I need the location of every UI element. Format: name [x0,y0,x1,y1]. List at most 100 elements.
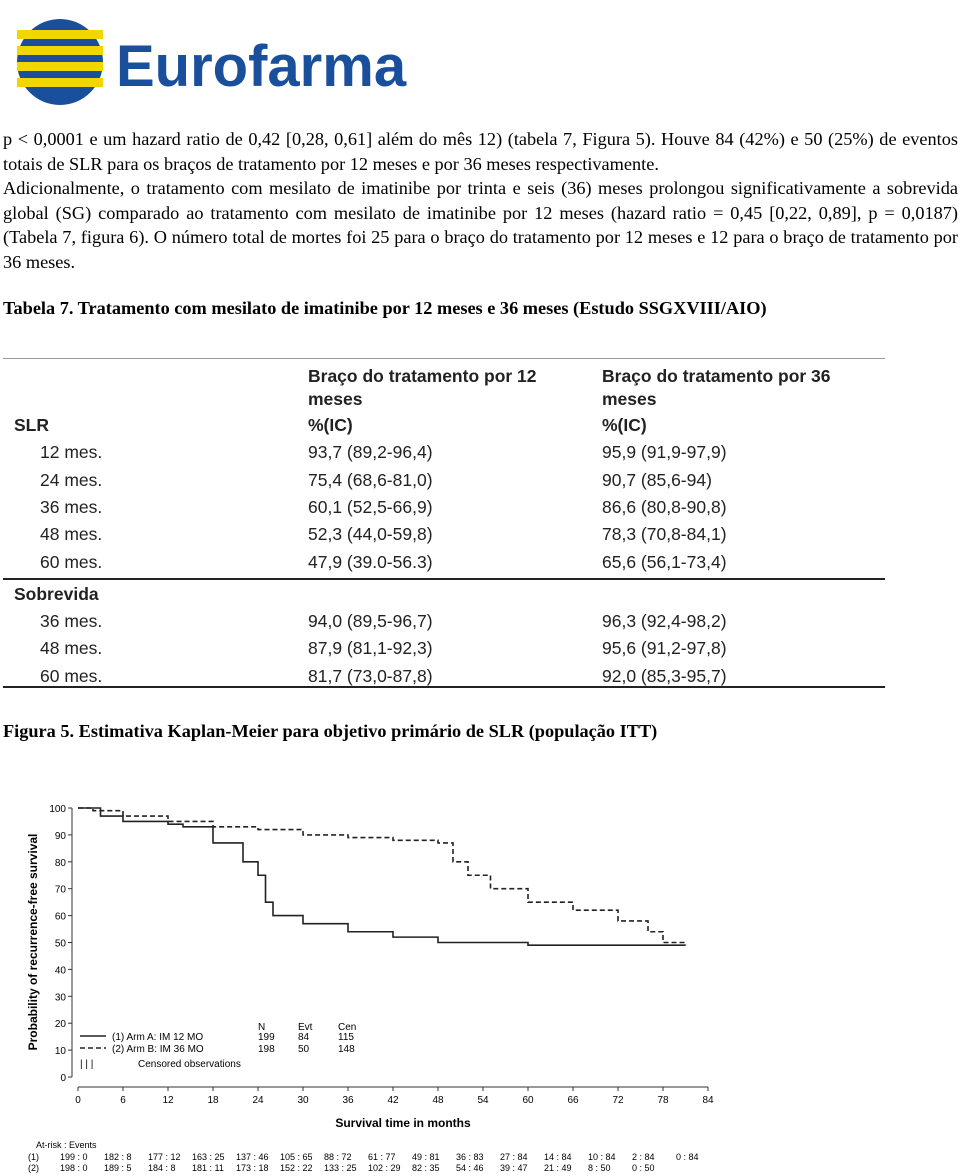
legend-header: Cen [338,1022,356,1033]
x-tick-label: 54 [477,1095,489,1106]
legend-value: 199 [258,1032,275,1043]
x-tick-label: 6 [120,1095,126,1106]
at-risk-entry: 198 : 0 [60,1163,88,1173]
table-cell: 78,3 (70,8-84,1) [602,524,727,545]
table-cell: 93,7 (89,2-96,4) [308,442,433,463]
legend-label: (2) Arm B: IM 36 MO [112,1044,204,1055]
at-risk-entry: 137 : 46 [236,1152,269,1162]
x-tick-label: 42 [387,1095,399,1106]
logo-stripe [17,30,103,39]
at-risk-entry: 36 : 83 [456,1152,484,1162]
row-label: 48 mes. [40,524,103,545]
at-risk-entry: 8 : 50 [588,1163,611,1173]
y-tick-label: 30 [55,992,67,1003]
at-risk-entry: 21 : 49 [544,1163,572,1173]
figure-caption: Figura 5. Estimativa Kaplan-Meier para o… [3,721,658,741]
at-risk-entry: 49 : 81 [412,1152,440,1162]
y-tick-label: 50 [55,939,67,950]
table-rule [3,686,885,688]
at-risk-entry: 54 : 46 [456,1163,484,1173]
y-tick-label: 70 [55,885,67,896]
section-label: SLR [14,415,49,435]
y-tick-label: 90 [55,831,67,842]
x-tick-label: 60 [522,1095,534,1106]
at-risk-entry: 0 : 50 [632,1163,655,1173]
x-tick-label: 72 [612,1095,624,1106]
at-risk-entry: 189 : 5 [104,1163,132,1173]
legend-label: (1) Arm A: IM 12 MO [112,1032,203,1043]
x-tick-label: 12 [162,1095,174,1106]
legend-value: 148 [338,1044,355,1055]
x-tick-label: 78 [657,1095,669,1106]
logo-stripe [17,78,103,87]
logo-stripe [17,62,103,71]
at-risk-entry: 88 : 72 [324,1152,352,1162]
at-risk-entry: 82 : 35 [412,1163,440,1173]
at-risk-entry: 181 : 11 [192,1163,224,1173]
x-tick-label: 36 [342,1095,354,1106]
row-label: 36 mes. [40,611,103,632]
x-tick-label: 30 [297,1095,309,1106]
paragraph: p < 0,0001 e um hazard ratio de 0,42 [0,… [3,129,958,174]
table-cell: 75,4 (68,6-81,0) [308,469,433,490]
at-risk-entry: 163 : 25 [192,1152,225,1162]
at-risk-entry: 39 : 47 [500,1163,528,1173]
at-risk-entry: 14 : 84 [544,1152,572,1162]
at-risk-label: (2) [28,1163,39,1173]
at-risk-entry: 173 : 18 [236,1163,269,1173]
x-tick-label: 18 [207,1095,219,1106]
x-tick-label: 48 [432,1095,444,1106]
table-cell: 94,0 (89,5-96,7) [308,611,433,632]
at-risk-entry: 199 : 0 [60,1152,88,1162]
paragraph: Adicionalmente, o tratamento com mesilat… [3,178,958,272]
row-label: 60 mes. [40,665,103,686]
table-rule [3,358,885,359]
table-cell: 60,1 (52,5-66,9) [308,496,433,517]
table-cell: 52,3 (44,0-59,8) [308,524,433,545]
table-cell: 96,3 (92,4-98,2) [602,611,727,632]
column-header: Braço do tratamento por 36 meses [602,366,831,409]
y-tick-label: 0 [60,1073,66,1084]
at-risk-title: At-risk : Events [36,1140,97,1150]
logo: Eurofarma [17,19,407,105]
y-tick-label: 80 [55,858,67,869]
x-axis-label: Survival time in months [335,1116,471,1130]
x-tick-label: 84 [702,1095,714,1106]
y-axis-label: Probability of recurrence-free survival [26,834,40,1051]
row-label: 24 mes. [40,469,103,490]
legend-header: Evt [298,1022,313,1033]
km-curve [78,807,686,946]
row-label: 12 mes. [40,442,103,463]
at-risk-entry: 105 : 65 [280,1152,313,1162]
row-label: 48 mes. [40,638,103,659]
legend-censored-marks: | | | [80,1059,93,1070]
column-header: Braço do tratamento por 12 meses [308,366,537,409]
row-label: 60 mes. [40,551,103,572]
section-label: Sobrevida [14,583,99,604]
legend-value: 198 [258,1044,275,1055]
at-risk-label: (1) [28,1152,39,1162]
legend-censored: Censored observations [138,1059,241,1070]
table-rule [3,577,885,580]
at-risk-entry: 61 : 77 [368,1152,396,1162]
at-risk-entry: 184 : 8 [148,1163,176,1173]
y-tick-label: 40 [55,965,67,976]
table-cell: 47,9 (39.0-56.3) [308,551,433,572]
legend-value: 84 [298,1032,310,1043]
at-risk-entry: 10 : 84 [588,1152,616,1162]
km-curve [78,807,687,946]
table-cell: 90,7 (85,6-94) [602,469,712,490]
y-tick-label: 20 [55,1019,67,1030]
logo-stripe [17,46,103,55]
at-risk-entry: 27 : 84 [500,1152,528,1162]
y-tick-label: 100 [49,804,66,815]
table-cell: 95,6 (91,2-97,8) [602,638,727,659]
legend-value: 50 [298,1044,310,1055]
unit-label: %(IC) [602,415,647,435]
at-risk-entry: 2 : 84 [632,1152,655,1162]
y-tick-label: 10 [55,1046,67,1057]
table-cell: 95,9 (91,9-97,9) [602,442,727,463]
legend-value: 115 [338,1032,354,1043]
